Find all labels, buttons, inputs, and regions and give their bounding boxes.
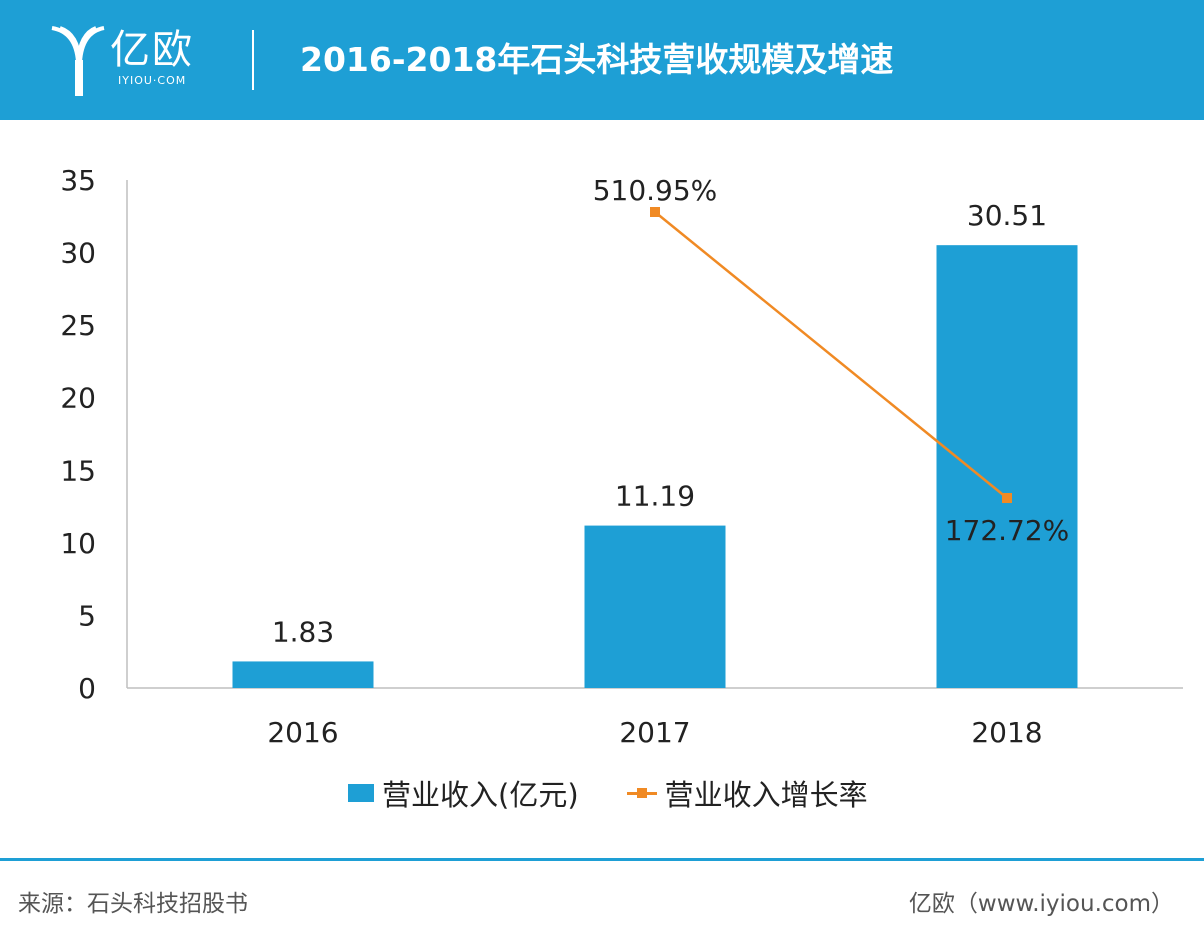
source-note: 来源：石头科技招股书: [18, 891, 248, 917]
header-divider: [252, 30, 254, 90]
logo-mark-icon: [51, 26, 105, 96]
legend-line-swatch: [626, 784, 657, 802]
bar-data-label: 30.51: [967, 199, 1047, 232]
legend-bar-swatch: [348, 784, 374, 802]
site-credit: 亿欧（www.iyiou.com）: [908, 891, 1174, 917]
chart-legend: 营业收入(亿元) 营业收入增长率: [348, 772, 916, 814]
page-title: 2016-2018年石头科技营收规模及增速: [300, 40, 894, 79]
logo: 亿欧 IYIOU·COM: [48, 22, 218, 98]
y-tick-label: 10: [60, 527, 96, 560]
bar-data-label: 1.83: [272, 615, 334, 648]
legend-label-growth: 营业收入增长率: [664, 778, 868, 812]
logo-text: 亿欧: [110, 27, 194, 73]
growth-data-label: 510.95%: [593, 174, 718, 207]
y-tick-label: 0: [78, 672, 96, 705]
legend-item-revenue: 营业收入(亿元): [348, 772, 579, 814]
growth-point: [1002, 493, 1012, 503]
y-tick-label: 25: [60, 309, 96, 342]
chart-area: 0 5 10 15 20 25 30 35 2016 2017 2018 1.83 11.19 30.51…: [60, 164, 1183, 749]
y-tick-label: 5: [78, 599, 96, 632]
y-tick-label: 15: [60, 454, 96, 487]
growth-data-label: 172.72%: [945, 514, 1070, 547]
legend-label-revenue: 营业收入(亿元): [382, 778, 579, 812]
bar: [232, 661, 374, 688]
bar: [584, 525, 726, 688]
x-tick-label: 2016: [267, 716, 338, 749]
growth-line: [654, 211, 1008, 499]
x-tick-label: 2017: [619, 716, 690, 749]
growth-point: [650, 207, 660, 217]
logo-subtext: IYIOU·COM: [118, 74, 187, 87]
y-tick-label: 20: [60, 382, 96, 415]
x-tick-label: 2018: [971, 716, 1042, 749]
header-banner: 亿欧 IYIOU·COM 2016-2018年石头科技营收规模及增速: [0, 0, 1204, 120]
footer-divider: [0, 858, 1204, 861]
y-tick-label: 35: [60, 164, 96, 197]
legend-item-growth: 营业收入增长率: [626, 772, 868, 814]
y-tick-label: 30: [60, 237, 96, 270]
bar-data-label: 11.19: [615, 480, 695, 513]
bar: [936, 245, 1078, 689]
